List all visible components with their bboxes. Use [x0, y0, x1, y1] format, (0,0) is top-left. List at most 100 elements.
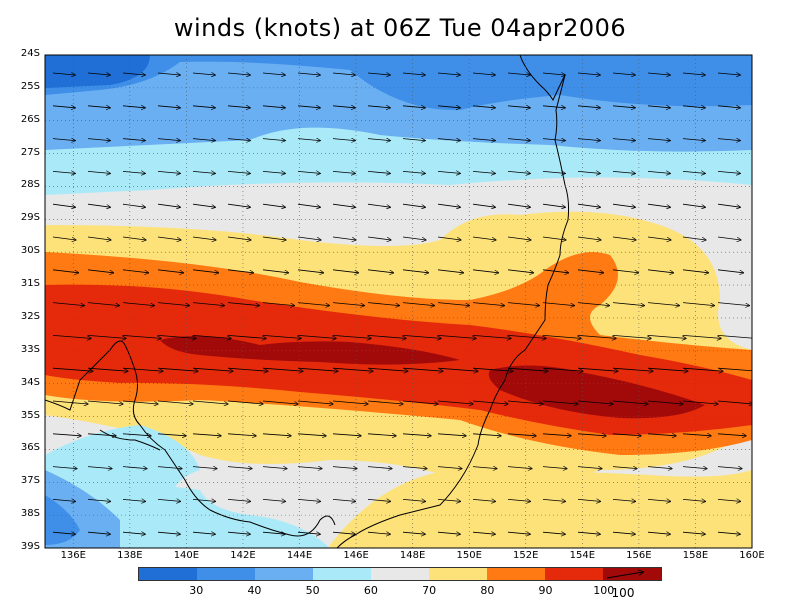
- wind-vector: [507, 434, 536, 436]
- wind-vector: [402, 106, 425, 108]
- wind-vector: [122, 532, 145, 534]
- lat-label: 35S: [20, 409, 40, 421]
- wind-vector: [367, 106, 390, 108]
- wind-vector: [332, 302, 364, 306]
- colorbar-label: 40: [247, 584, 262, 597]
- wind-vector: [297, 467, 322, 469]
- wind-vector: [542, 203, 565, 207]
- colorbar-label: 70: [422, 584, 437, 597]
- wind-vector: [262, 367, 303, 371]
- wind-vector: [192, 106, 215, 108]
- wind-vector: [753, 499, 775, 501]
- wind-vector: [262, 73, 285, 75]
- wind-vector: [367, 139, 390, 141]
- lat-label: 32S: [20, 310, 40, 322]
- wind-vector: [262, 400, 298, 404]
- wind-vector: [472, 171, 495, 173]
- wind-vector: [402, 236, 426, 240]
- wind-vector: [87, 139, 110, 141]
- wind-vector: [402, 203, 425, 207]
- wind-vector: [577, 73, 600, 75]
- wind-vector: [437, 236, 461, 240]
- lat-label: 26S: [20, 113, 40, 125]
- wind-vector: [52, 302, 84, 306]
- wind-vector: [87, 467, 112, 469]
- wind-vector: [122, 467, 147, 469]
- wind-vector: [367, 302, 399, 306]
- wind-vector: [332, 400, 368, 404]
- lat-label: 37S: [20, 475, 40, 487]
- wind-vector: [227, 367, 268, 371]
- wind-vector: [297, 73, 320, 75]
- wind-vector: [577, 532, 600, 534]
- wind-vector: [717, 302, 749, 306]
- wind-vector: [542, 73, 565, 75]
- wind-vector: [157, 269, 183, 273]
- wind-vector: [227, 106, 250, 108]
- wind-vector: [122, 269, 148, 273]
- wind-vector: [122, 106, 145, 108]
- wind-vector: [507, 302, 539, 306]
- wind-vector: [717, 171, 740, 173]
- wind-vector: [157, 73, 180, 75]
- wind-vector: [542, 467, 567, 469]
- wind-vector: [717, 203, 740, 207]
- wind-vector: [647, 203, 670, 207]
- band-max: [488, 365, 705, 419]
- wind-vector: [542, 532, 565, 534]
- wind-vector: [122, 236, 146, 240]
- wind-vector: [577, 139, 600, 141]
- wind-vector: [192, 171, 215, 173]
- wind-vector: [472, 367, 513, 371]
- lon-label: 160E: [739, 550, 765, 561]
- wind-vector: [87, 434, 116, 436]
- wind-vector: [122, 434, 151, 436]
- wind-vector: [682, 236, 706, 240]
- colorbar-label: 50: [305, 584, 320, 597]
- wind-vector: [437, 434, 466, 436]
- wind-vector: [297, 203, 320, 207]
- wind-vector: [297, 335, 336, 338]
- wind-vector: [192, 203, 215, 207]
- wind-vector: [682, 434, 711, 436]
- wind-vector: [332, 171, 355, 173]
- wind-vector: [87, 236, 111, 240]
- wind-vector: [472, 236, 496, 240]
- wind-vector: [262, 499, 285, 501]
- wind-vector: [753, 434, 781, 436]
- wind-vector: [332, 532, 355, 534]
- plot-frame: [44, 54, 753, 549]
- colorbar: [138, 567, 662, 581]
- lon-label: 142E: [230, 550, 256, 561]
- lon-label: 136E: [60, 550, 86, 561]
- colorbar-segment: [487, 568, 545, 580]
- wind-vector: [542, 106, 565, 108]
- wind-vector: [507, 269, 533, 273]
- wind-vector: [472, 467, 497, 469]
- wind-vector: [122, 302, 154, 306]
- wind-vector: [227, 400, 263, 404]
- wind-vector: [753, 139, 775, 141]
- wind-vector: [647, 171, 670, 173]
- wind-vector: [367, 532, 390, 534]
- wind-vector: [227, 467, 252, 469]
- lat-label: 39S: [20, 541, 40, 552]
- colorbar-segment: [371, 568, 429, 580]
- wind-vector: [647, 269, 673, 273]
- wind-vector: [717, 73, 740, 75]
- wind-vector: [472, 73, 495, 75]
- wind-vector: [297, 434, 326, 436]
- wind-vector: [647, 499, 670, 501]
- wind-vector: [507, 236, 531, 240]
- wind-vector: [262, 106, 285, 108]
- wind-vector: [437, 532, 460, 534]
- wind-vector: [472, 532, 495, 534]
- wind-vector: [577, 171, 600, 173]
- wind-vector: [577, 236, 601, 240]
- wind-vector: [52, 434, 81, 436]
- wind-vector: [507, 139, 530, 141]
- wind-vector: [367, 400, 403, 404]
- wind-vector: [227, 499, 250, 501]
- wind-vector: [577, 203, 600, 207]
- wind-vector: [52, 400, 88, 404]
